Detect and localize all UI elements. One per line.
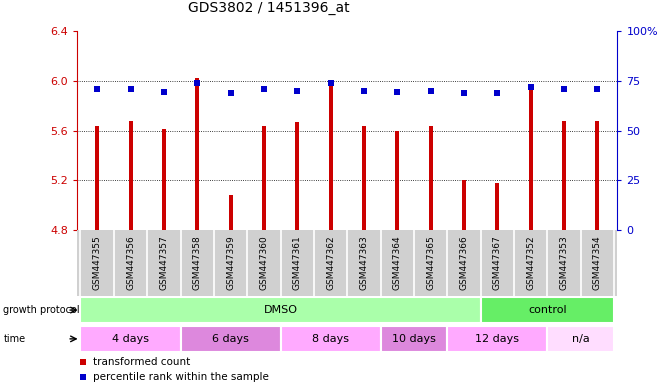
Text: GSM447363: GSM447363	[360, 236, 368, 290]
Text: 6 days: 6 days	[212, 334, 249, 344]
Bar	[448, 326, 548, 352]
Bar	[280, 326, 380, 352]
Text: GSM447353: GSM447353	[560, 236, 568, 290]
Text: 8 days: 8 days	[312, 334, 349, 344]
Bar	[395, 131, 399, 230]
Text: growth protocol: growth protocol	[3, 305, 80, 315]
Bar	[529, 84, 533, 230]
Bar	[129, 121, 132, 230]
Text: time: time	[3, 334, 25, 344]
Text: GSM447359: GSM447359	[226, 236, 235, 290]
Text: GSM447367: GSM447367	[493, 236, 502, 290]
Bar	[495, 183, 499, 230]
Bar	[480, 297, 614, 323]
Bar	[562, 121, 566, 230]
Bar	[229, 195, 233, 230]
Bar	[548, 326, 614, 352]
Text: GSM447358: GSM447358	[193, 236, 202, 290]
Bar	[81, 297, 480, 323]
Bar	[462, 180, 466, 230]
Bar	[295, 122, 299, 230]
Bar	[380, 326, 448, 352]
Bar	[262, 126, 266, 230]
Text: GDS3802 / 1451396_at: GDS3802 / 1451396_at	[188, 2, 349, 15]
Bar	[180, 326, 280, 352]
Bar	[195, 78, 199, 230]
Bar	[595, 121, 599, 230]
Text: DMSO: DMSO	[264, 305, 297, 315]
Bar	[81, 326, 180, 352]
Text: GSM447352: GSM447352	[526, 236, 535, 290]
Text: GSM447362: GSM447362	[326, 236, 335, 290]
Text: GSM447361: GSM447361	[293, 236, 302, 290]
Text: n/a: n/a	[572, 334, 590, 344]
Bar	[362, 126, 366, 230]
Text: GSM447356: GSM447356	[126, 236, 135, 290]
Text: transformed count: transformed count	[93, 357, 191, 367]
Text: GSM447354: GSM447354	[592, 236, 602, 290]
Text: GSM447366: GSM447366	[460, 236, 468, 290]
Text: control: control	[528, 305, 566, 315]
Text: GSM447365: GSM447365	[426, 236, 435, 290]
Text: 10 days: 10 days	[392, 334, 436, 344]
Bar	[329, 81, 333, 230]
Bar	[95, 126, 99, 230]
Text: GSM447355: GSM447355	[93, 236, 102, 290]
Text: GSM447357: GSM447357	[159, 236, 168, 290]
Bar	[429, 126, 433, 230]
Text: GSM447364: GSM447364	[393, 236, 402, 290]
Text: 4 days: 4 days	[112, 334, 149, 344]
Text: percentile rank within the sample: percentile rank within the sample	[93, 372, 269, 382]
Text: 12 days: 12 days	[475, 334, 519, 344]
Text: GSM447360: GSM447360	[260, 236, 268, 290]
Bar	[162, 129, 166, 230]
